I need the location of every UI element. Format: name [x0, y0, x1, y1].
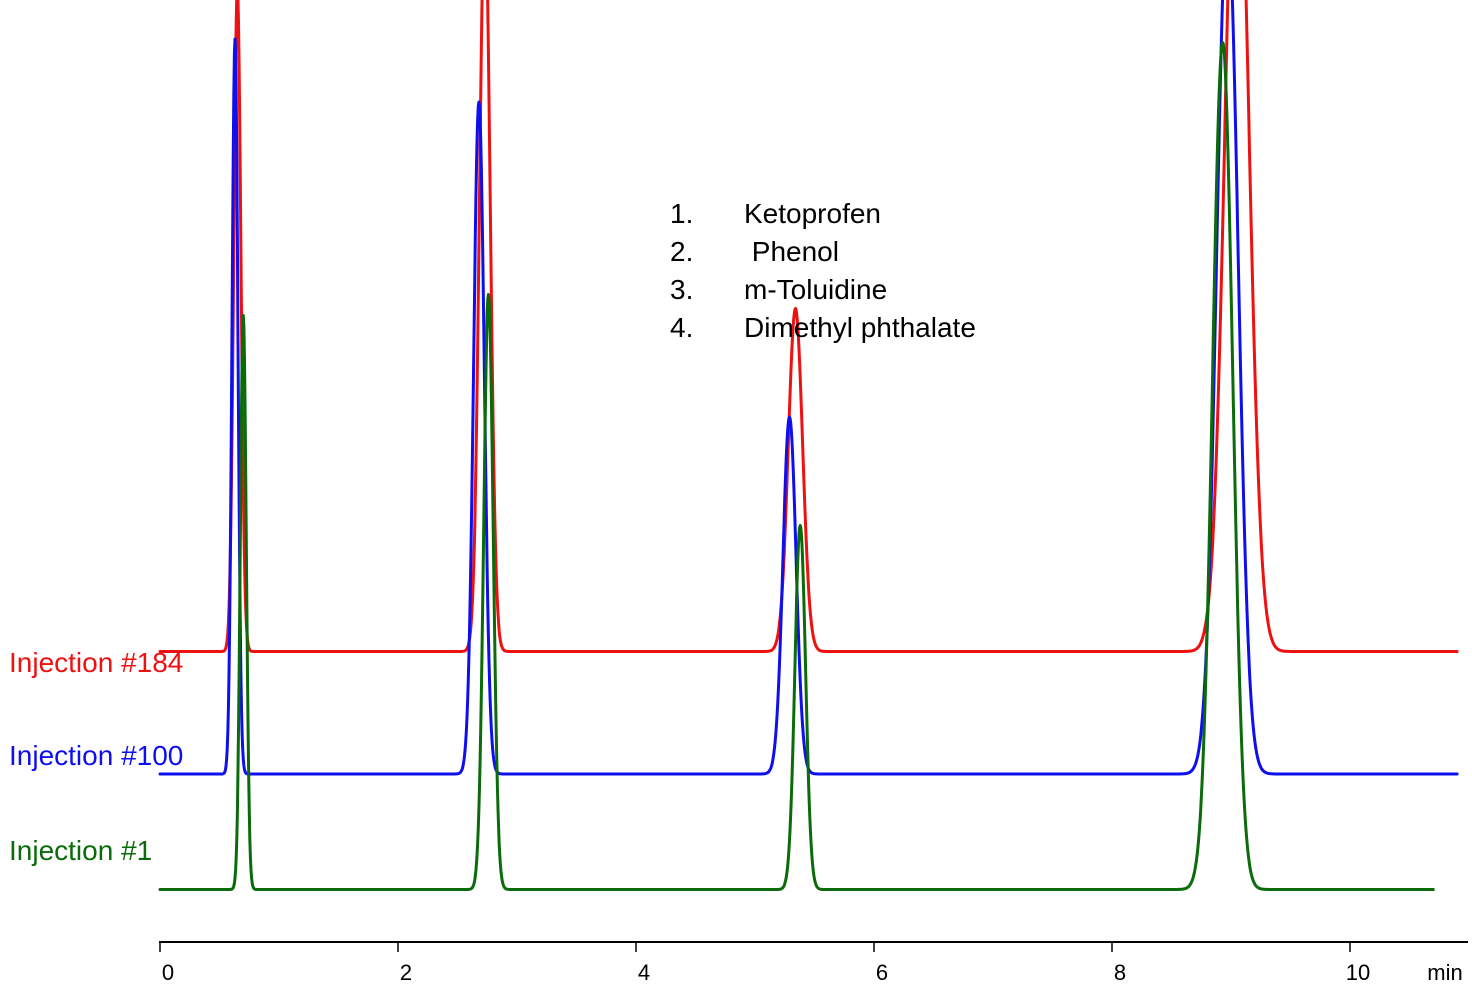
legend-number: 2.: [670, 236, 693, 267]
x-tick-label: 10: [1346, 960, 1370, 984]
x-tick-label: 6: [876, 960, 888, 984]
series-label: Injection #1: [9, 835, 152, 866]
series-trace: [158, 0, 1459, 776]
series-trace: [158, 0, 1459, 653]
legend-number: 4.: [670, 312, 693, 343]
legend-entry: Ketoprofen: [744, 198, 881, 229]
trace-group: [158, 0, 1459, 891]
x-tick-label: 4: [638, 960, 650, 984]
legend-entry: Dimethyl phthalate: [744, 312, 976, 343]
legend-entry: Phenol: [744, 236, 839, 267]
x-axis: 0 2 4 6 8 10 min: [159, 941, 1468, 984]
legend-number: 1.: [670, 198, 693, 229]
series-label: Injection #184: [9, 647, 183, 678]
compound-legend: 1. Ketoprofen 2. Phenol 3. m-Toluidine 4. Dime…: [670, 198, 976, 343]
series-label-group: Injection #184 Injection #100 Injection #1: [9, 647, 183, 866]
x-tick-label: 2: [400, 960, 412, 984]
series-label: Injection #100: [9, 740, 183, 771]
x-tick-label: 0: [162, 960, 174, 984]
series-trace: [158, 41, 1435, 891]
legend-entry: m-Toluidine: [744, 274, 887, 305]
legend-number: 3.: [670, 274, 693, 305]
x-axis-ticks: 0 2 4 6 8 10: [159, 942, 1370, 984]
x-axis-unit-label: min: [1427, 960, 1462, 984]
x-tick-label: 8: [1114, 960, 1126, 984]
